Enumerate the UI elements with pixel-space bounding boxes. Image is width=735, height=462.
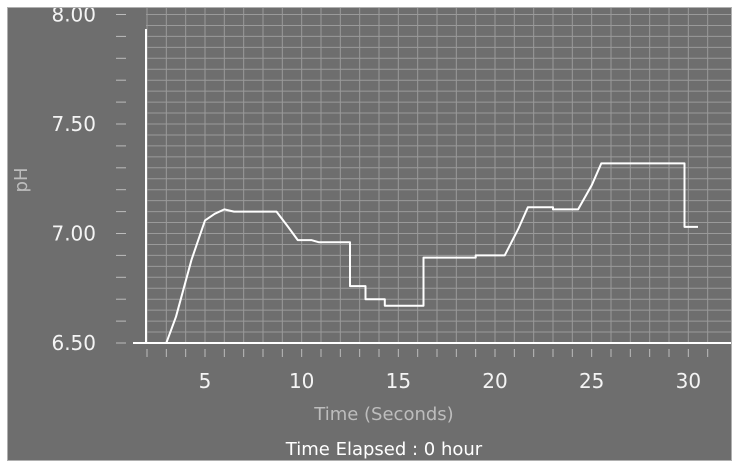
x-tick-label: 25 [579, 369, 604, 393]
x-tick-label: 20 [482, 369, 507, 393]
grid [146, 8, 731, 344]
y-tick-label: 6.50 [51, 331, 96, 355]
y-tick-label: 7.50 [51, 112, 96, 136]
y-tick-label: 8.00 [51, 8, 96, 27]
x-tick-label: 10 [289, 369, 314, 393]
x-tick-label: 15 [386, 369, 411, 393]
y-tick-label: 7.00 [51, 222, 96, 246]
y-axis-title: pH [11, 168, 32, 193]
time-elapsed-status: Time Elapsed : 0 hour [285, 439, 483, 460]
x-tick-labels: 5 10 15 20 25 30 [199, 369, 701, 393]
y-tick-labels: 6.50 7.00 7.50 8.00 [51, 8, 96, 355]
x-tick-label: 30 [676, 369, 701, 393]
x-tick-label: 5 [199, 369, 212, 393]
ph-line-chart: 6.50 7.00 7.50 8.00 5 10 15 20 25 30 pH Time (Se… [11, 8, 731, 460]
minor-ticks [116, 14, 709, 357]
chart-panel: 6.50 7.00 7.50 8.00 5 10 15 20 25 30 pH Time (Se… [7, 7, 732, 461]
x-axis-title: Time (Seconds) [313, 404, 453, 425]
ph-series-line [165, 162, 698, 344]
